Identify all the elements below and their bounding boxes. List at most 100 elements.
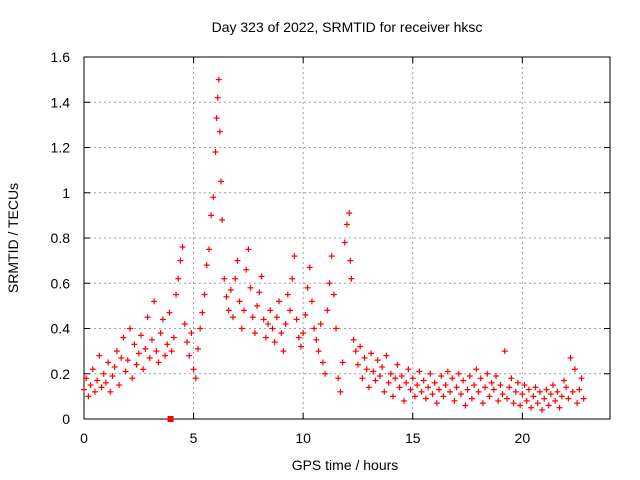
- data-point: [175, 275, 182, 282]
- data-point: [560, 377, 567, 384]
- y-tick-label: 1.6: [51, 49, 71, 65]
- data-point: [348, 275, 355, 282]
- data-point: [260, 316, 267, 323]
- data-point: [258, 273, 265, 280]
- data-point: [184, 339, 191, 346]
- data-point: [503, 395, 510, 402]
- data-point: [398, 373, 405, 380]
- y-tick-label: 0.2: [51, 366, 71, 382]
- data-point: [528, 404, 535, 411]
- data-point: [392, 375, 399, 382]
- data-point: [133, 361, 140, 368]
- data-point: [256, 289, 263, 296]
- data-point: [201, 291, 208, 298]
- data-point: [580, 395, 587, 402]
- data-point: [484, 370, 491, 377]
- data-point: [429, 391, 436, 398]
- data-point: [287, 307, 294, 314]
- data-point: [346, 210, 353, 217]
- data-point: [556, 404, 563, 411]
- data-point: [512, 388, 519, 395]
- data-point: [506, 384, 513, 391]
- data-point: [569, 388, 576, 395]
- data-point: [411, 393, 418, 400]
- chart-title: Day 323 of 2022, SRMTID for receiver hks…: [212, 19, 483, 35]
- data-point: [328, 253, 335, 260]
- data-point: [232, 275, 239, 282]
- data-point: [315, 348, 322, 355]
- data-point: [550, 382, 557, 389]
- data-point: [427, 370, 434, 377]
- data-point: [227, 287, 234, 294]
- data-point: [578, 375, 585, 382]
- data-point: [276, 298, 283, 305]
- data-point: [83, 375, 90, 382]
- data-point: [400, 397, 407, 404]
- data-point: [122, 368, 129, 375]
- data-point: [177, 257, 184, 264]
- data-point: [129, 375, 136, 382]
- data-point: [306, 264, 313, 271]
- data-point: [199, 309, 206, 316]
- data-point: [225, 307, 232, 314]
- data-point: [113, 348, 120, 355]
- data-point: [140, 366, 147, 373]
- data-point: [440, 393, 447, 400]
- data-point: [188, 330, 195, 337]
- data-point: [350, 336, 357, 343]
- data-point: [159, 316, 166, 323]
- data-point: [477, 375, 484, 382]
- data-point: [81, 386, 87, 393]
- x-tick-label: 15: [405, 430, 421, 446]
- data-point: [262, 334, 269, 341]
- data-point: [247, 284, 254, 291]
- data-point: [576, 386, 583, 393]
- data-point: [326, 280, 333, 287]
- data-point: [269, 325, 276, 332]
- data-point: [552, 397, 559, 404]
- data-point: [148, 336, 155, 343]
- y-tick-label: 1: [62, 185, 70, 201]
- data-point: [385, 379, 392, 386]
- data-point: [144, 314, 151, 321]
- data-point: [536, 388, 543, 395]
- data-point: [381, 388, 388, 395]
- data-point: [574, 400, 581, 407]
- data-point: [499, 391, 506, 398]
- data-point: [396, 384, 403, 391]
- data-point: [302, 311, 309, 318]
- data-point: [534, 400, 541, 407]
- data-point: [107, 388, 114, 395]
- data-point: [324, 307, 331, 314]
- data-point: [157, 330, 164, 337]
- data-point: [482, 384, 489, 391]
- data-point: [416, 368, 423, 375]
- data-point: [565, 395, 572, 402]
- data-point: [168, 348, 175, 355]
- data-point: [383, 352, 390, 359]
- x-tick-label: 20: [515, 430, 531, 446]
- data-point: [333, 325, 340, 332]
- y-tick-label: 1.2: [51, 140, 71, 156]
- data-point: [547, 391, 554, 398]
- data-point: [447, 388, 454, 395]
- data-point: [407, 386, 414, 393]
- data-point: [217, 178, 224, 185]
- data-point: [197, 325, 204, 332]
- data-point: [127, 325, 134, 332]
- data-point: [431, 379, 438, 386]
- data-point: [363, 366, 370, 373]
- data-point: [368, 350, 375, 357]
- data-point: [273, 314, 280, 321]
- data-point: [98, 384, 105, 391]
- data-point: [137, 332, 144, 339]
- data-point: [493, 373, 500, 380]
- y-tick-label: 0: [62, 411, 70, 427]
- data-point: [370, 368, 377, 375]
- data-point: [155, 359, 162, 366]
- data-point: [216, 128, 223, 135]
- x-tick-label: 10: [295, 430, 311, 446]
- zero-marker: [167, 416, 174, 422]
- data-point: [335, 375, 342, 382]
- data-point: [510, 400, 517, 407]
